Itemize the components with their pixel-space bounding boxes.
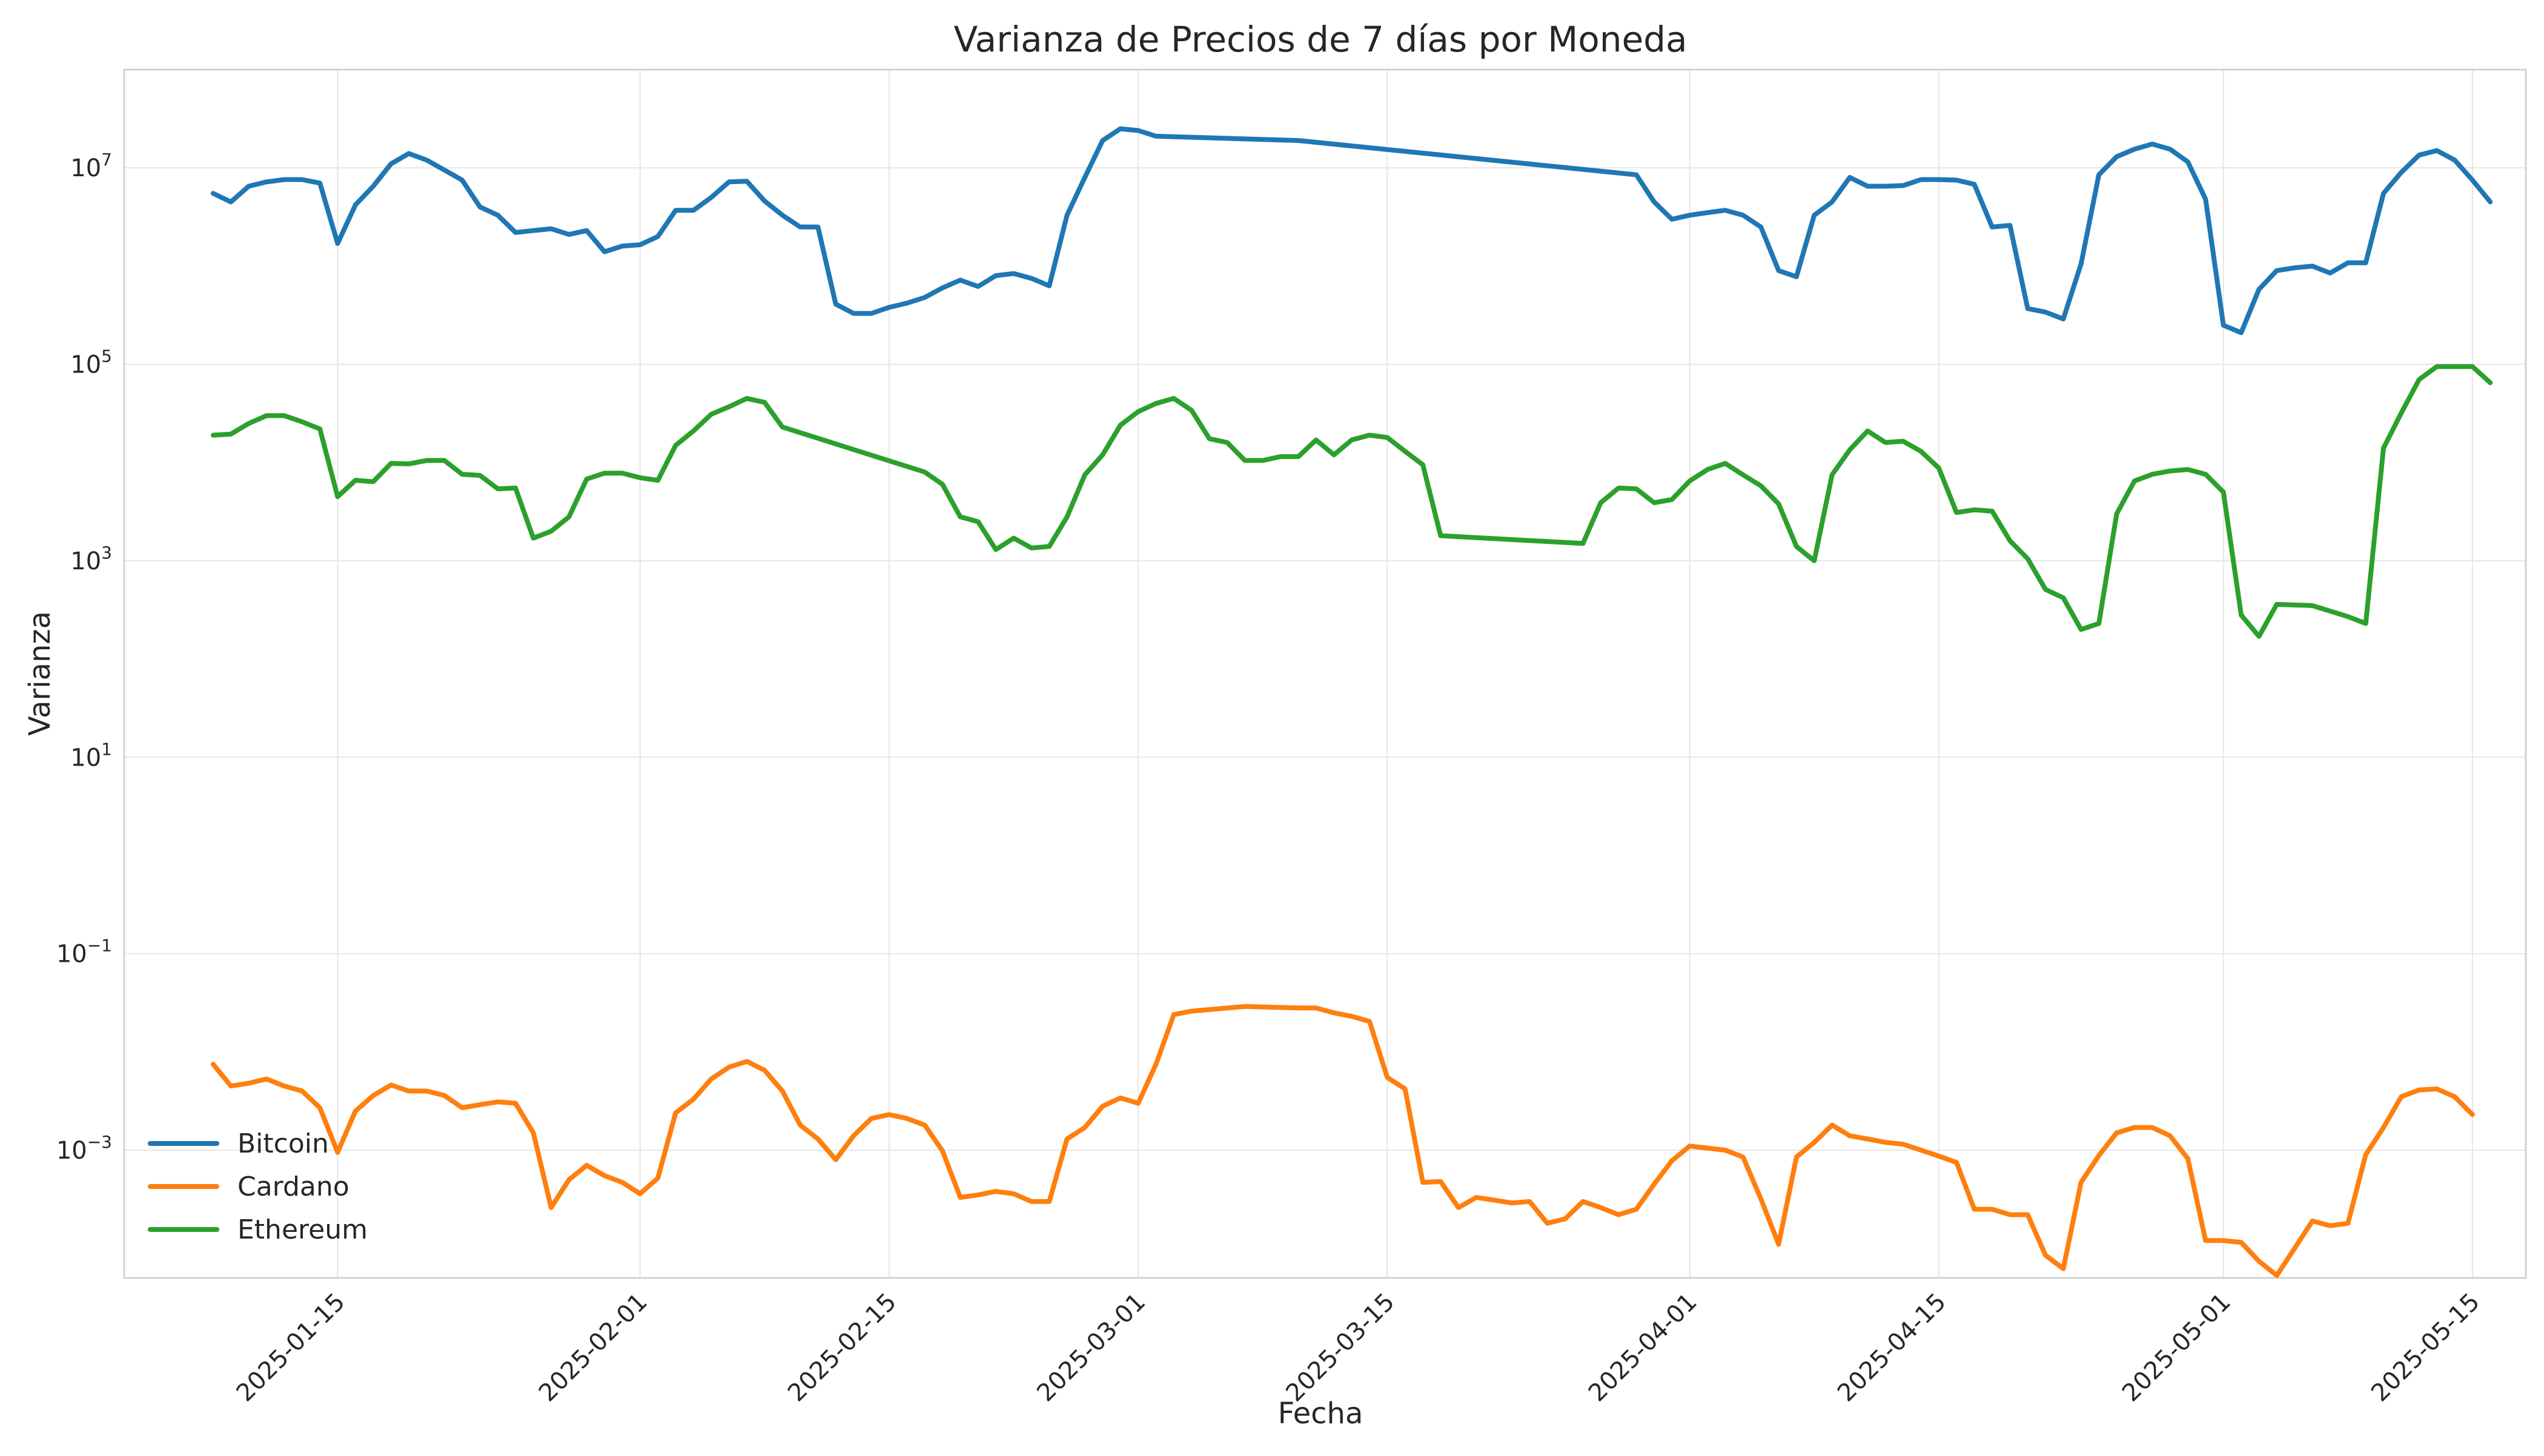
gridlines	[124, 70, 2526, 1278]
y-tick-label: 105	[70, 346, 112, 379]
series-line-cardano	[210, 1004, 2475, 1278]
series-line-bitcoin	[210, 126, 2493, 336]
y-tick-label: 107	[70, 150, 112, 182]
plot-frame	[123, 68, 2527, 1279]
legend-label: Cardano	[237, 1171, 349, 1202]
legend-item-ethereum: Ethereum	[148, 1214, 368, 1245]
chart-title: Varianza de Precios de 7 días por Moneda	[953, 19, 1687, 60]
y-tick-label: 10−3	[56, 1132, 112, 1165]
legend: Bitcoin Cardano Ethereum	[148, 1128, 368, 1245]
x-axis-label: Fecha	[1278, 1397, 1363, 1431]
legend-item-bitcoin: Bitcoin	[148, 1128, 329, 1159]
series-lines	[210, 126, 2493, 1278]
legend-label: Bitcoin	[237, 1128, 329, 1159]
y-tick-label: 103	[70, 543, 112, 575]
y-tick-label: 10−1	[56, 936, 112, 968]
legend-label: Ethereum	[237, 1214, 368, 1245]
series-line-ethereum	[210, 364, 2493, 639]
y-tick-label: 101	[70, 739, 112, 772]
y-axis-label: Varianza	[23, 611, 57, 736]
legend-item-cardano: Cardano	[148, 1171, 349, 1202]
